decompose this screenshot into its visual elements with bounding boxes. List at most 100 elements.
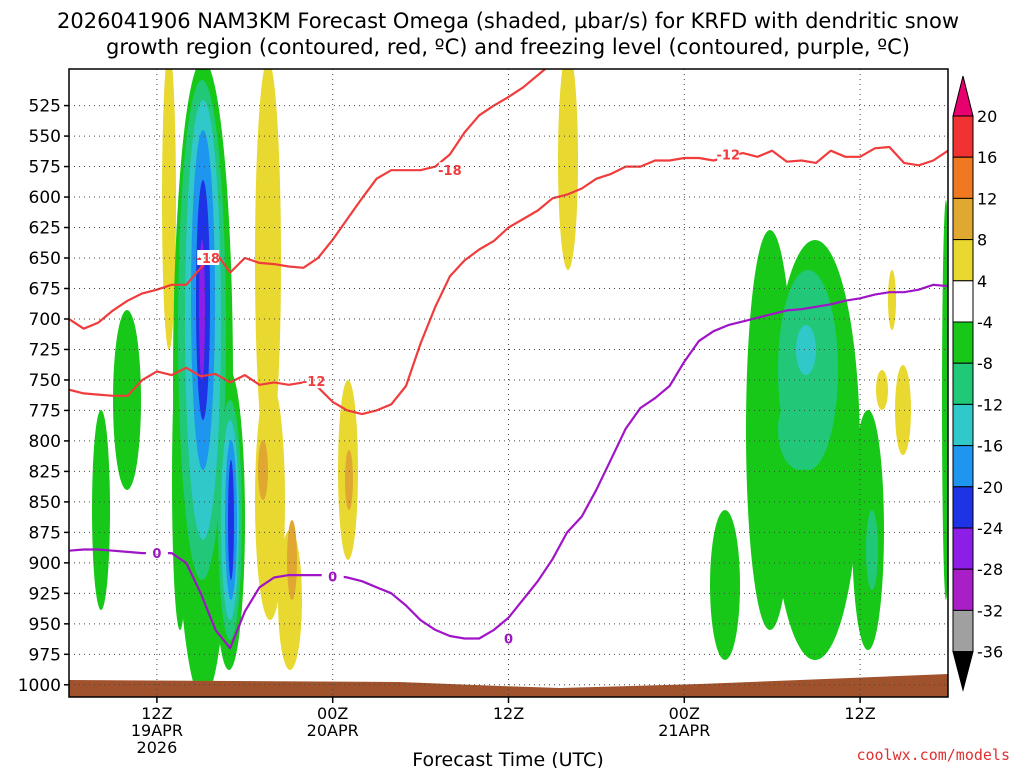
y-tick-label: 950 — [29, 615, 61, 635]
colorbar-swatch — [952, 568, 974, 611]
colorbar-swatch — [952, 239, 974, 282]
x-tick-date: 19APR — [131, 721, 183, 740]
contour-label-bg — [321, 568, 344, 584]
colorbar-bottom-arrow — [952, 651, 974, 692]
colorbar-swatch — [952, 403, 974, 447]
colorbar-label: 20 — [977, 107, 997, 126]
colorbar-swatch — [952, 321, 974, 364]
y-tick-label: 650 — [29, 249, 61, 269]
y-tick-label: 700 — [29, 310, 61, 330]
omega-neg-cell — [796, 325, 816, 375]
contour-line — [69, 145, 948, 416]
colorbar-label: -16 — [977, 437, 1003, 456]
x-tick-label: 00Z — [317, 704, 348, 723]
x-tick-label: 00Z — [669, 704, 700, 723]
y-tick-label: 750 — [29, 371, 61, 391]
y-tick-label: 575 — [29, 158, 61, 178]
y-tick-label: 675 — [29, 279, 61, 299]
omega-neg-cell — [113, 310, 141, 490]
contour-label: -12 — [717, 148, 741, 163]
y-tick-label: 600 — [29, 188, 61, 208]
colorbar-label: 8 — [977, 231, 987, 250]
contour-label-bg — [302, 373, 325, 389]
omega-neg-cell — [710, 510, 740, 660]
contour-label-bg — [197, 250, 220, 266]
contour-label: -18 — [438, 164, 462, 179]
y-tick-label: 775 — [29, 401, 61, 421]
colorbar-label: -20 — [977, 478, 1003, 497]
x-tick-year: 2026 — [137, 738, 178, 757]
y-tick-label: 975 — [29, 645, 61, 665]
y-tick-label: 550 — [29, 127, 61, 147]
y-tick-label: 900 — [29, 554, 61, 574]
colorbar-swatch — [952, 609, 974, 653]
colorbar-label: 12 — [977, 189, 997, 208]
contour-line — [69, 283, 948, 650]
colorbar-swatch — [952, 445, 974, 488]
omega-neg-cell — [942, 200, 948, 600]
colorbar-swatch — [952, 527, 974, 570]
x-axis-label: Forecast Time (UTC) — [412, 749, 603, 768]
contour-label: -12 — [302, 375, 326, 390]
contour-label: 0 — [328, 570, 337, 585]
contour-label: -18 — [196, 252, 220, 267]
contour-label-bg — [717, 146, 740, 162]
omega-neg-cell — [228, 460, 234, 580]
y-tick-label: 800 — [29, 432, 61, 452]
y-tick-label: 875 — [29, 523, 61, 543]
x-tick-label: 12Z — [844, 704, 875, 723]
y-tick-label: 850 — [29, 493, 61, 513]
omega-pos-cell — [888, 270, 896, 330]
y-tick-label: 625 — [29, 219, 61, 239]
colorbar-label: 16 — [977, 148, 997, 167]
colorbar-label: -8 — [977, 354, 993, 373]
colorbar-label: -4 — [977, 313, 993, 332]
omega-colorbar: 20 16 12 8 4 -4 -8 -12 -16 -20 -24 -28 -32 -36 — [952, 75, 1003, 692]
colorbar-label: -28 — [977, 560, 1003, 579]
omega-neg-cell — [866, 510, 878, 590]
x-tick-label: 12Z — [493, 704, 524, 723]
colorbar-label: 4 — [977, 272, 987, 291]
contour-label-bg — [145, 545, 168, 561]
y-tick-label: 525 — [29, 97, 61, 117]
omega-pos-cell — [345, 450, 353, 510]
colorbar-label: -32 — [977, 601, 1003, 620]
contour-label-bg — [438, 162, 461, 178]
omega-pos-cell — [287, 520, 297, 600]
omega-pos-cell — [895, 365, 911, 455]
colorbar-swatch — [952, 486, 974, 529]
omega-neg-cell — [199, 240, 205, 380]
colorbar-swatch — [952, 362, 974, 405]
x-tick-date: 20APR — [307, 721, 359, 740]
omega-neg-cell — [92, 410, 110, 610]
y-tick-label: 1000 — [18, 676, 61, 696]
omega-pos-cell — [258, 440, 268, 500]
source-credit: coolwx.com/models — [856, 746, 1010, 764]
omega-neg-cell — [778, 390, 822, 470]
colorbar-swatch — [952, 197, 974, 241]
omega-pos-cell — [876, 370, 888, 410]
colorbar-swatch — [952, 115, 974, 158]
x-tick-label: 12Z — [141, 704, 172, 723]
chart-title-line-2: growth region (contoured, red, ºC) and f… — [106, 35, 910, 59]
colorbar-label: -36 — [977, 643, 1003, 662]
omega-pos-cell — [255, 380, 285, 620]
y-tick-label: 825 — [29, 462, 61, 482]
omega-pos-cell — [558, 69, 578, 270]
omega-pos-cell — [162, 69, 176, 350]
x-tick-date: 21APR — [658, 721, 710, 740]
colorbar-top-arrow — [952, 75, 974, 117]
contour-line — [69, 69, 547, 330]
terrain-strip — [69, 674, 948, 697]
chart-title-line-1: 2026041906 NAM3KM Forecast Omega (shaded… — [57, 9, 959, 33]
colorbar-swatch — [952, 156, 974, 199]
colorbar-label: -24 — [977, 519, 1003, 538]
contour-label-bg — [497, 630, 520, 646]
y-tick-label: 925 — [29, 584, 61, 604]
colorbar-swatch — [952, 280, 974, 323]
colorbar-label: -12 — [977, 395, 1003, 414]
axes: 525 550 575 600 625 650 675 700 725 750 775 800 825 8… — [18, 68, 949, 757]
y-tick-label: 725 — [29, 340, 61, 360]
